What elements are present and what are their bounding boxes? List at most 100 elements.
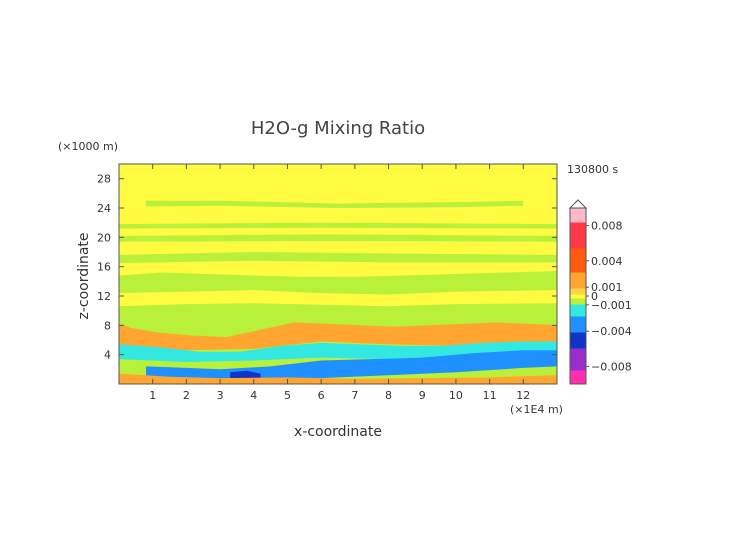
colorbar-swatch-26 — [570, 330, 586, 333]
colorbar-swatch-15 — [570, 352, 586, 355]
colorbar-swatch-35 — [570, 312, 586, 315]
colorbar-swatch-5 — [570, 372, 586, 375]
heatmap-region-10 — [119, 373, 557, 384]
heatmap-region-1 — [119, 252, 557, 263]
colorbar-swatch-80 — [570, 222, 586, 225]
x-tick-label-8: 9 — [419, 389, 426, 402]
colorbar-swatch-77 — [570, 228, 586, 231]
x-tick-label-2: 3 — [217, 389, 224, 402]
colorbar-swatch-13 — [570, 356, 586, 359]
colorbar-swatch-6 — [570, 370, 586, 373]
colorbar-swatch-32 — [570, 318, 586, 321]
colorbar-label-2: 0.001 — [591, 281, 623, 294]
colorbar-swatch-67 — [570, 248, 586, 251]
colorbar-swatch-4 — [570, 374, 586, 377]
colorbar-swatch-44 — [570, 294, 586, 297]
colorbar-swatch-75 — [570, 232, 586, 235]
colorbar-swatch-48 — [570, 286, 586, 289]
colorbar-swatch-20 — [570, 342, 586, 345]
colorbar-swatch-29 — [570, 324, 586, 327]
colorbar-swatch-83 — [570, 216, 586, 219]
colorbar-swatch-1 — [570, 380, 586, 383]
y-tick-label-4: 20 — [97, 231, 111, 244]
colorbar-swatch-58 — [570, 266, 586, 269]
colorbar-swatch-27 — [570, 328, 586, 331]
colorbar-swatch-71 — [570, 240, 586, 243]
colorbar-swatch-59 — [570, 264, 586, 267]
colorbar-swatch-42 — [570, 298, 586, 301]
colorbar-swatch-41 — [570, 300, 586, 303]
colorbar-swatch-47 — [570, 288, 586, 291]
colorbar-swatch-76 — [570, 230, 586, 233]
colorbar-swatch-19 — [570, 344, 586, 347]
colorbar-label-1: 0.004 — [591, 255, 623, 268]
x-tick-label-5: 6 — [318, 389, 325, 402]
colorbar-swatch-31 — [570, 320, 586, 323]
colorbar-swatch-85 — [570, 212, 586, 215]
x-tick-label-7: 8 — [385, 389, 392, 402]
colorbar-top-arrow — [568, 199, 588, 209]
colorbar-swatch-66 — [570, 250, 586, 253]
colorbar-swatch-40 — [570, 302, 586, 305]
x-tick-label-9: 10 — [449, 389, 463, 402]
colorbar-swatch-37 — [570, 308, 586, 311]
colorbar-swatch-38 — [570, 306, 586, 309]
x-tick-label-10: 11 — [483, 389, 497, 402]
x-tick-label-6: 7 — [351, 389, 358, 402]
colorbar-swatch-65 — [570, 252, 586, 255]
x-tick-label-3: 4 — [250, 389, 257, 402]
heatmap-region-2 — [119, 234, 557, 242]
colorbar-swatch-50 — [570, 282, 586, 285]
colorbar-swatch-62 — [570, 258, 586, 261]
colorbar-swatch-68 — [570, 246, 586, 249]
colorbar-swatch-36 — [570, 310, 586, 313]
plot-frame — [118, 163, 558, 385]
colorbar-swatch-60 — [570, 262, 586, 265]
colorbar-swatch-87 — [570, 208, 586, 211]
colorbar-swatch-57 — [570, 268, 586, 271]
colorbar-swatch-25 — [570, 332, 586, 335]
colorbar-swatch-53 — [570, 276, 586, 279]
colorbar-swatch-39 — [570, 304, 586, 307]
colorbar-swatch-12 — [570, 358, 586, 361]
colorbar-label-0: 0.008 — [591, 220, 623, 233]
heatmap-region-5 — [119, 290, 557, 307]
colorbar-swatch-17 — [570, 348, 586, 351]
x-axis-label: x-coordinate — [294, 424, 382, 440]
colorbar-swatch-22 — [570, 338, 586, 341]
colorbar-swatch-82 — [570, 218, 586, 221]
colorbar-swatch-28 — [570, 326, 586, 329]
colorbar-swatch-56 — [570, 270, 586, 273]
heatmap-region-4 — [146, 200, 524, 208]
colorbar-swatch-84 — [570, 214, 586, 217]
heatmap-region-3 — [119, 222, 557, 229]
colorbar-swatch-74 — [570, 234, 586, 237]
colorbar-swatch-18 — [570, 346, 586, 349]
colorbar-swatch-43 — [570, 296, 586, 299]
colorbar-swatch-73 — [570, 236, 586, 239]
colorbar-swatch-33 — [570, 316, 586, 319]
colorbar-label-5: −0.004 — [591, 325, 632, 338]
x-unit-label: (×1E4 m) — [510, 403, 563, 416]
y-axis-label: z-coordinate — [76, 232, 92, 319]
colorbar-swatch-86 — [570, 210, 586, 213]
colorbar-swatch-24 — [570, 334, 586, 337]
y-axis-ticks: 4 8 12 16 20 24 28 — [97, 173, 557, 362]
colorbar-swatch-79 — [570, 224, 586, 227]
x-axis-ticks: 1 2 3 4 5 6 7 8 9 10 11 12 — [149, 164, 530, 402]
colorbar-swatch-61 — [570, 260, 586, 263]
chart-title: H2O-g Mixing Ratio — [251, 118, 425, 139]
colorbar-swatch-23 — [570, 336, 586, 339]
y-tick-label-3: 16 — [97, 261, 111, 274]
colorbar-swatch-46 — [570, 290, 586, 293]
colorbar-swatch-16 — [570, 350, 586, 353]
colorbar-swatch-2 — [570, 378, 586, 381]
x-tick-label-0: 1 — [149, 389, 156, 402]
colorbar-swatch-34 — [570, 314, 586, 317]
colorbar-swatch-9 — [570, 364, 586, 367]
colorbar-swatch-69 — [570, 244, 586, 247]
colorbar-swatch-14 — [570, 354, 586, 357]
colorbar-swatch-49 — [570, 284, 586, 287]
